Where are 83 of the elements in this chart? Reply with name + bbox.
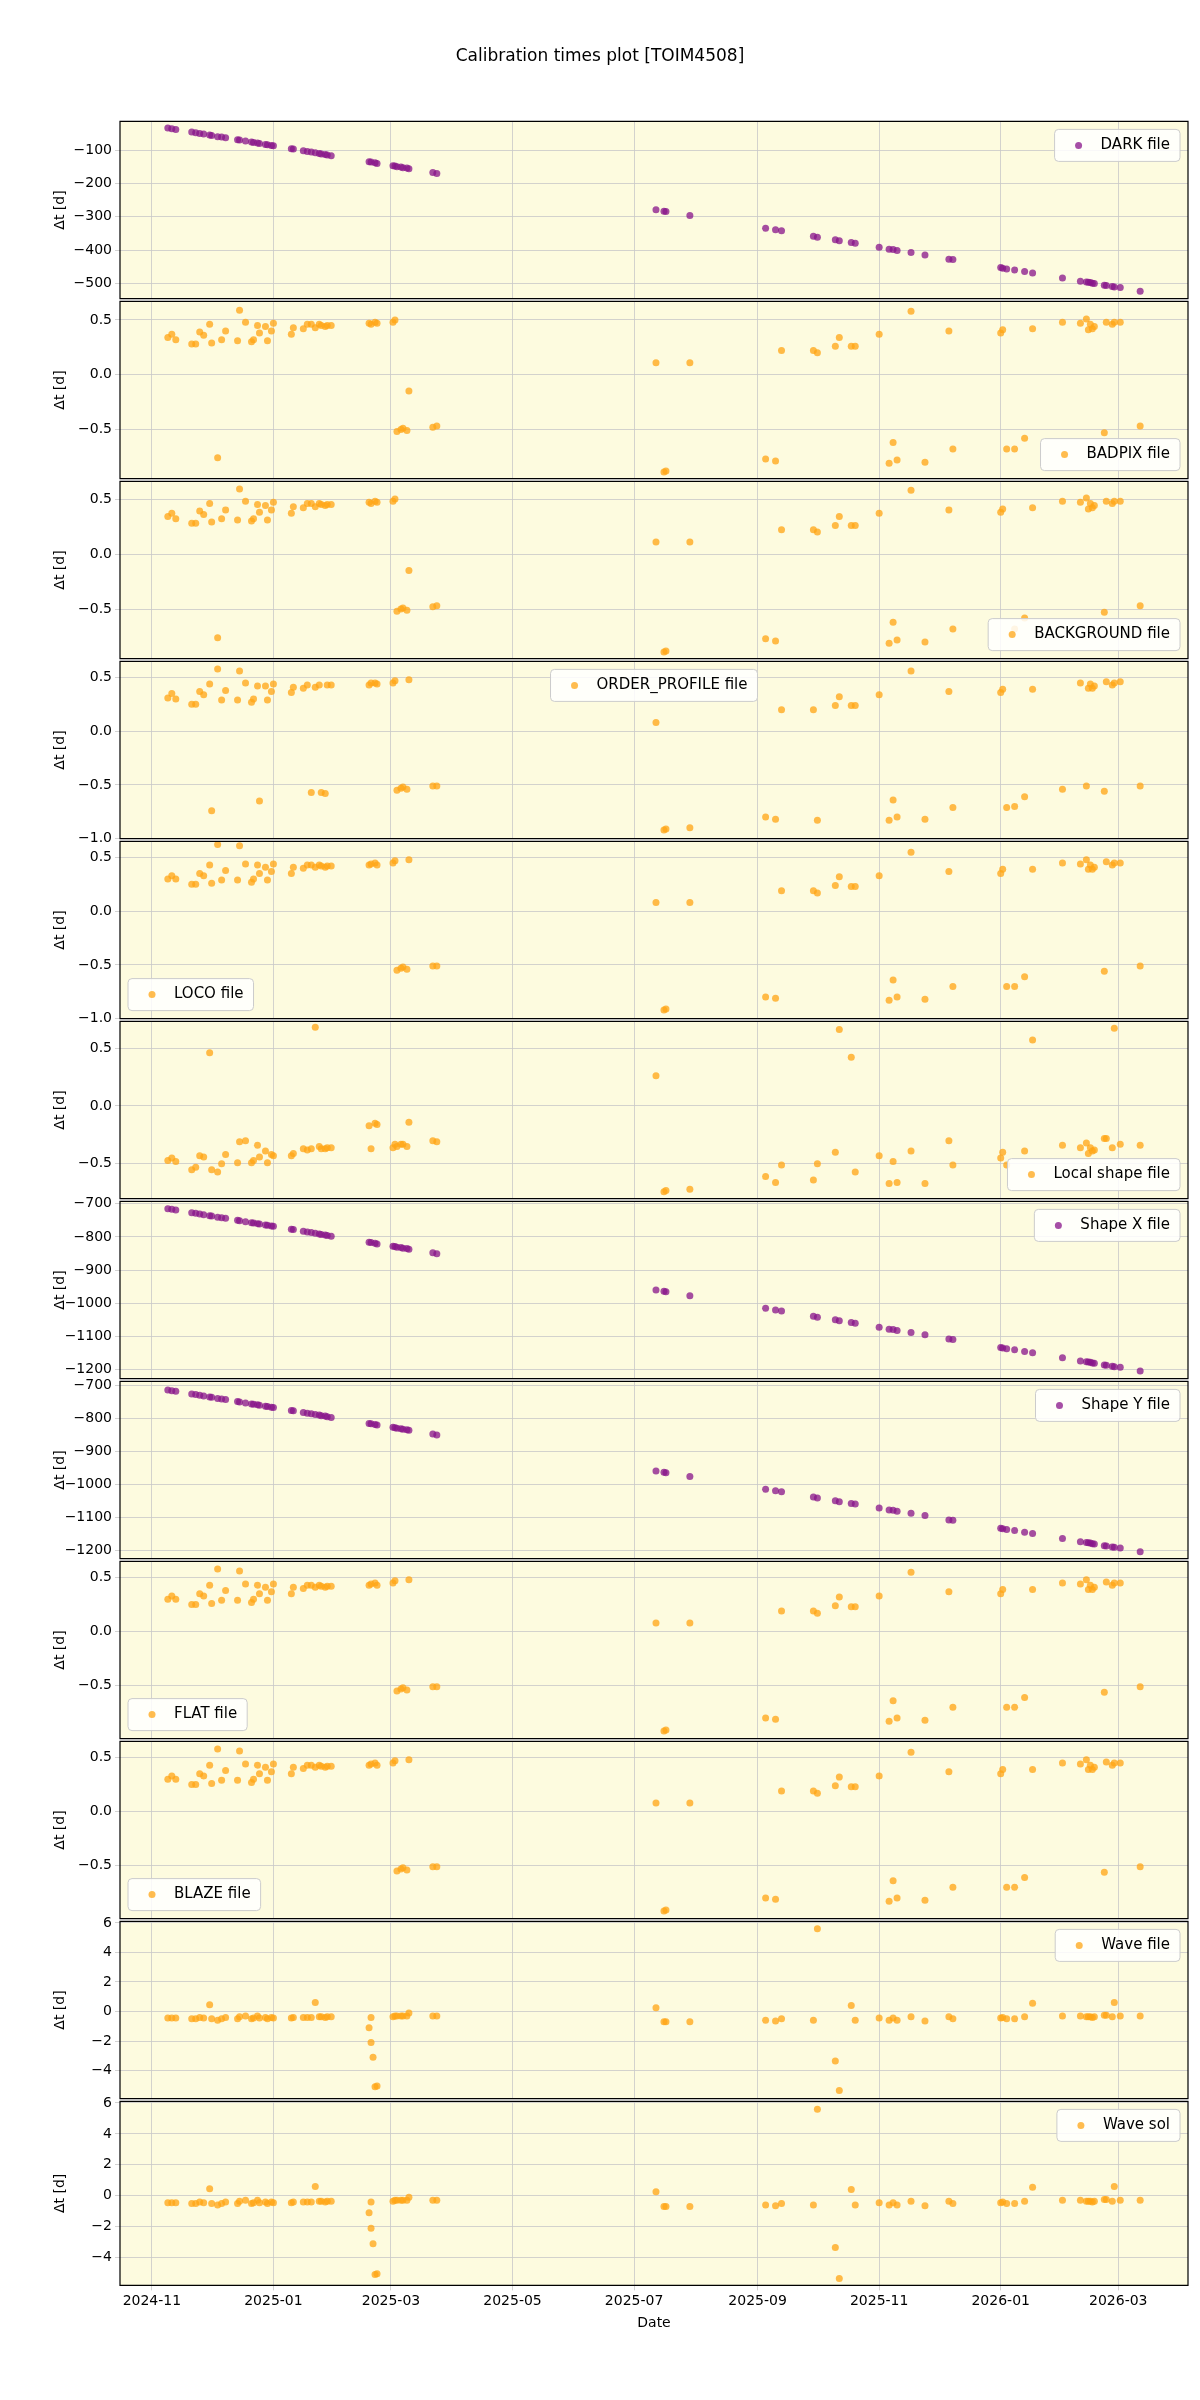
x-tick-label: 2024-11 xyxy=(122,2292,182,2309)
y-tick-label: 0.0 xyxy=(89,1802,112,1819)
y-tick-label: 0.0 xyxy=(89,721,112,738)
y-axis-title: Δt [d] xyxy=(51,2173,68,2214)
y-tick-label: 0 xyxy=(103,2186,112,2203)
y-tick-label: −500 xyxy=(73,274,112,291)
y-tick-label: 0.5 xyxy=(89,668,112,685)
x-tick-label: 2025-05 xyxy=(483,2292,542,2309)
y-tick-label: −2 xyxy=(91,2031,112,2048)
y-tick-label: −100 xyxy=(73,140,112,157)
y-tick-label: −1100 xyxy=(64,1507,112,1524)
y-tick-label: −4 xyxy=(91,2248,113,2265)
legend-label: DARK file xyxy=(1100,135,1170,154)
y-tick-label: −0.5 xyxy=(78,775,112,792)
y-axis-title: Δt [d] xyxy=(51,910,68,950)
x-tick-label: 2025-11 xyxy=(849,2292,909,2309)
x-tick-label: 2025-09 xyxy=(728,2292,787,2309)
chart-title: Calibration times plot [TOIM4508] xyxy=(454,44,746,67)
y-tick-label: 2 xyxy=(103,1972,112,1989)
y-tick-label: 0.0 xyxy=(89,365,112,382)
x-tick-label: 2026-03 xyxy=(1089,2292,1148,2309)
x-tick-label: 2026-01 xyxy=(971,2292,1030,2309)
y-tick-label: 0.0 xyxy=(89,1622,112,1639)
y-tick-label: 6 xyxy=(103,1913,113,1930)
legend-label: ORDER_PROFILE file xyxy=(596,675,748,695)
y-tick-label: 0.5 xyxy=(89,489,112,506)
y-tick-label: −0.5 xyxy=(78,599,112,616)
legend-label: Local shape file xyxy=(1053,1164,1171,1183)
y-axis-title: Δt [d] xyxy=(51,1630,68,1670)
y-axis-title: Δt [d] xyxy=(51,730,68,770)
y-tick-label: −900 xyxy=(73,1441,112,1458)
legend-label: BACKGROUND file xyxy=(1034,624,1171,643)
y-tick-label: 0.5 xyxy=(89,1568,112,1585)
y-tick-label: 0.5 xyxy=(89,310,112,327)
y-tick-label: −300 xyxy=(73,207,112,224)
y-tick-label: 0 xyxy=(103,2002,112,2019)
y-tick-label: 0.0 xyxy=(89,901,112,918)
y-tick-label: −1100 xyxy=(64,1327,112,1344)
legend-label: FLAT file xyxy=(174,1704,238,1723)
y-tick-label: −400 xyxy=(73,240,112,257)
y-axis-title: Δt [d] xyxy=(51,370,68,410)
x-tick-label: 2025-01 xyxy=(244,2292,303,2309)
y-tick-label: −700 xyxy=(73,1194,112,1211)
x-tick-label: 2025-03 xyxy=(361,2292,421,2309)
y-tick-label: −0.5 xyxy=(78,1676,112,1693)
y-axis-title: Δt [d] xyxy=(51,1810,68,1850)
x-axis-title: Date xyxy=(637,2314,671,2331)
y-tick-label: −1200 xyxy=(64,1360,112,1377)
y-tick-label: −0.5 xyxy=(78,1856,112,1873)
y-tick-label: −700 xyxy=(73,1375,112,1392)
y-tick-label: −900 xyxy=(73,1260,112,1277)
legend-label: LOCO file xyxy=(174,984,244,1003)
legend-label: Shape X file xyxy=(1080,1215,1171,1234)
legend-label: BLAZE file xyxy=(174,1884,251,1903)
y-tick-label: −200 xyxy=(73,174,112,191)
legend-label: Shape Y file xyxy=(1081,1395,1170,1414)
y-tick-label: 4 xyxy=(103,1943,113,1960)
y-tick-label: 0.5 xyxy=(89,848,112,865)
y-tick-label: 0.0 xyxy=(89,1096,112,1113)
y-tick-label: −800 xyxy=(73,1227,112,1244)
y-axis-title: Δt [d] xyxy=(51,550,68,590)
legend-label: Wave file xyxy=(1101,1935,1171,1954)
legend-label: BADPIX file xyxy=(1086,444,1171,463)
y-tick-label: 0.0 xyxy=(89,544,112,561)
y-tick-label: 0.5 xyxy=(89,1038,112,1055)
y-tick-label: −1200 xyxy=(64,1540,112,1557)
y-tick-label: −4 xyxy=(91,2061,113,2078)
y-axis-title: Δt [d] xyxy=(51,190,68,230)
y-tick-label: −1.0 xyxy=(78,1009,112,1026)
y-axis-title: Δt [d] xyxy=(51,1990,68,2030)
y-tick-label: −0.5 xyxy=(78,420,112,437)
y-tick-label: −800 xyxy=(73,1408,112,1425)
y-tick-label: −2 xyxy=(91,2217,112,2234)
y-tick-label: 0.5 xyxy=(89,1748,112,1765)
x-tick-label: 2025-07 xyxy=(604,2292,664,2309)
y-tick-label: 6 xyxy=(103,2093,113,2110)
y-axis-title: Δt [d] xyxy=(51,1090,68,1130)
y-tick-label: −1.0 xyxy=(78,829,112,846)
y-tick-label: −0.5 xyxy=(78,1154,112,1171)
y-tick-label: 2 xyxy=(103,2155,112,2172)
y-tick-label: −0.5 xyxy=(78,955,112,972)
y-tick-label: 4 xyxy=(103,2124,113,2141)
legend-label: Wave sol xyxy=(1102,2115,1171,2134)
